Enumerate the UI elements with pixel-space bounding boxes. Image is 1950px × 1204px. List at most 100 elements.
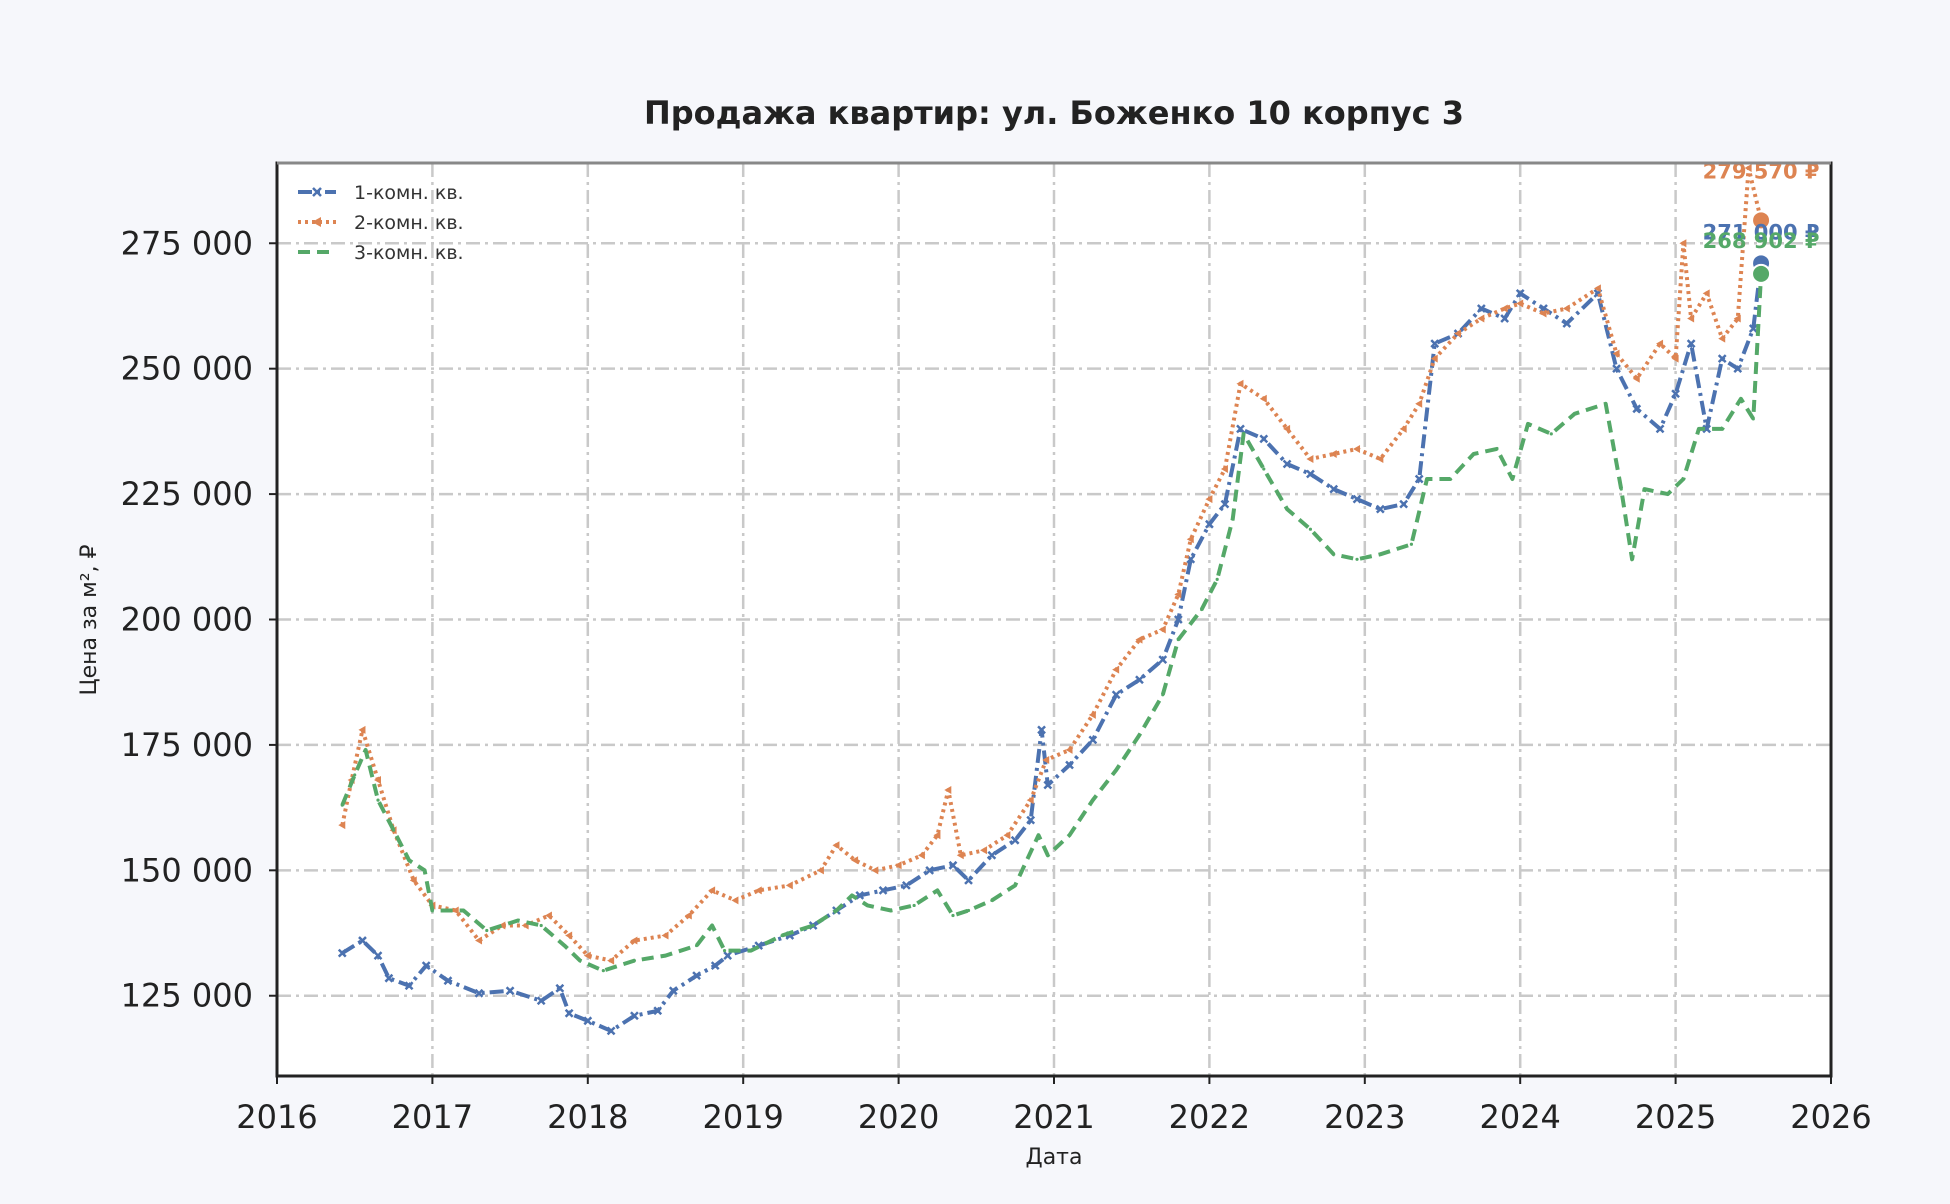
data-point xyxy=(1220,465,1228,474)
data-point xyxy=(1562,304,1570,313)
data-point xyxy=(443,976,453,986)
x-tick-label: 2025 xyxy=(1635,1098,1716,1136)
data-point xyxy=(363,748,368,752)
data-point xyxy=(562,943,567,948)
data-point xyxy=(749,948,753,953)
data-point xyxy=(632,959,637,963)
data-point xyxy=(1042,755,1050,764)
data-point xyxy=(1666,492,1670,496)
data-point xyxy=(1655,424,1665,434)
data-point xyxy=(421,961,431,971)
data-point xyxy=(1642,487,1647,491)
data-point xyxy=(944,786,952,795)
data-point xyxy=(1067,833,1072,837)
data-point xyxy=(1430,354,1438,363)
data-point xyxy=(1026,815,1036,825)
data-point xyxy=(1259,394,1267,403)
data-point xyxy=(1174,590,1182,599)
data-point xyxy=(1176,637,1180,642)
data-point xyxy=(1612,349,1620,358)
data-point xyxy=(1681,477,1685,481)
x-tick-label: 2026 xyxy=(1790,1098,1871,1136)
data-point xyxy=(1702,424,1712,434)
data-point xyxy=(1526,422,1530,426)
data-point xyxy=(1065,760,1074,770)
data-point xyxy=(1352,494,1362,504)
data-point xyxy=(1632,404,1642,414)
data-point xyxy=(1013,883,1017,887)
data-point xyxy=(565,931,573,940)
data-point xyxy=(785,881,793,890)
data-point xyxy=(1220,499,1230,509)
data-point xyxy=(1088,710,1096,719)
data-point xyxy=(409,876,417,885)
data-point xyxy=(606,1026,616,1036)
data-point xyxy=(1399,424,1407,433)
data-point xyxy=(956,851,964,860)
data-point xyxy=(505,986,515,996)
data-point xyxy=(374,776,382,785)
data-point xyxy=(1046,853,1050,857)
data-point xyxy=(474,988,484,998)
end-value-label: 271 000 ₽ xyxy=(1703,220,1820,244)
data-point xyxy=(1572,412,1577,416)
data-point xyxy=(583,1016,593,1026)
data-point xyxy=(1671,354,1679,363)
y-tick-label: 125 000 xyxy=(121,977,253,1015)
data-point xyxy=(407,858,411,862)
data-point xyxy=(851,856,859,865)
data-point xyxy=(1751,417,1755,421)
data-point xyxy=(731,896,739,905)
data-point xyxy=(583,951,591,960)
data-point xyxy=(1516,299,1524,308)
data-point xyxy=(834,908,839,913)
data-point xyxy=(912,903,916,908)
x-tick-label: 2016 xyxy=(236,1098,317,1136)
data-point xyxy=(850,893,854,898)
data-point xyxy=(1593,284,1601,293)
data-point xyxy=(1036,833,1041,837)
data-point xyxy=(337,948,347,958)
data-point xyxy=(1471,452,1476,456)
x-tick-label: 2019 xyxy=(702,1098,783,1136)
legend-label: 2-комн. кв. xyxy=(354,212,464,234)
data-point xyxy=(539,923,543,928)
chart-title: Продажа квартир: ул. Боженко 10 корпус 3 xyxy=(644,94,1464,132)
data-point xyxy=(1353,444,1361,453)
data-point xyxy=(1200,607,1204,612)
data-point xyxy=(1671,389,1680,399)
data-point xyxy=(498,921,506,930)
data-point xyxy=(710,961,720,971)
data-point xyxy=(1632,374,1640,383)
data-point xyxy=(373,951,383,960)
data-point xyxy=(1091,798,1095,802)
y-tick-label: 250 000 xyxy=(121,350,253,388)
data-point xyxy=(1308,527,1313,531)
data-point xyxy=(1205,519,1214,529)
data-point xyxy=(1733,314,1741,323)
data-point xyxy=(1135,635,1143,644)
data-point xyxy=(1282,459,1292,469)
series-line xyxy=(340,166,1764,963)
data-point xyxy=(889,908,893,913)
y-tick-label: 150 000 xyxy=(121,851,253,889)
data-point xyxy=(1111,690,1121,700)
data-point xyxy=(1088,735,1098,745)
y-tick-label: 225 000 xyxy=(121,475,253,513)
data-point xyxy=(966,908,971,913)
legend-label: 3-комн. кв. xyxy=(354,242,464,264)
data-point xyxy=(1375,504,1385,514)
data-point xyxy=(1114,768,1118,772)
data-point xyxy=(338,821,346,830)
legend: 1-комн. кв. 2-комн. кв. 3-комн. кв. xyxy=(298,182,464,264)
data-point xyxy=(1720,427,1724,431)
data-point xyxy=(1549,432,1553,436)
data-point xyxy=(708,886,716,895)
data-point xyxy=(1158,655,1168,665)
data-point xyxy=(1630,557,1634,561)
data-point xyxy=(451,906,459,915)
data-point xyxy=(832,841,840,850)
data-point xyxy=(1733,364,1743,374)
data-point xyxy=(1748,324,1758,333)
